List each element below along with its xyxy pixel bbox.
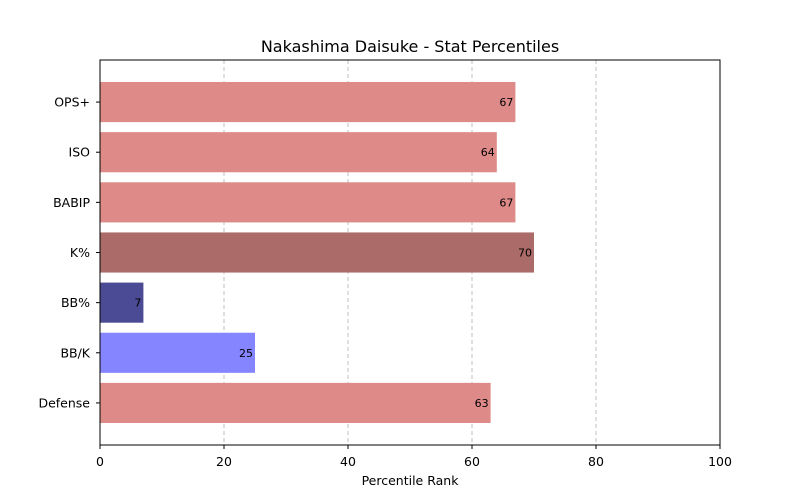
- y-tick-label: Defense: [38, 395, 90, 410]
- bar-value-label: 25: [239, 347, 253, 360]
- bar: [100, 132, 497, 173]
- bar: [100, 332, 255, 373]
- bar-value-label: 7: [134, 297, 141, 310]
- y-tick-label: BABIP: [53, 195, 90, 210]
- bar-value-label: 67: [499, 96, 513, 109]
- y-tick-label: BB%: [61, 295, 90, 310]
- bars: [100, 82, 534, 423]
- bar-value-label: 67: [499, 196, 513, 209]
- bar-value-label: 70: [518, 247, 532, 260]
- bar: [100, 282, 144, 323]
- y-tick-label: BB/K: [60, 345, 90, 360]
- bar: [100, 82, 516, 123]
- y-tick-label: ISO: [69, 145, 91, 160]
- y-axis-ticks: OPS+ ISO BABIP K% BB% BB/K Defense: [38, 95, 100, 410]
- data-labels: 67 64 67 70 7 25 63: [134, 96, 532, 410]
- x-tick-label: 20: [216, 454, 232, 469]
- chart-title: Nakashima Daisuke - Stat Percentiles: [261, 37, 559, 56]
- x-tick-label: 40: [340, 454, 356, 469]
- x-tick-label: 100: [708, 454, 732, 469]
- x-tick-label: 0: [96, 454, 104, 469]
- bar: [100, 232, 534, 273]
- x-tick-label: 80: [588, 454, 604, 469]
- bar-value-label: 63: [475, 397, 489, 410]
- bar: [100, 382, 491, 423]
- x-axis-label: Percentile Rank: [362, 473, 460, 488]
- x-axis-ticks: 0 20 40 60 80 100: [96, 445, 732, 469]
- x-tick-label: 60: [464, 454, 480, 469]
- y-tick-label: OPS+: [54, 95, 90, 110]
- y-tick-label: K%: [70, 245, 90, 260]
- bar: [100, 182, 516, 223]
- bar-value-label: 64: [481, 146, 495, 159]
